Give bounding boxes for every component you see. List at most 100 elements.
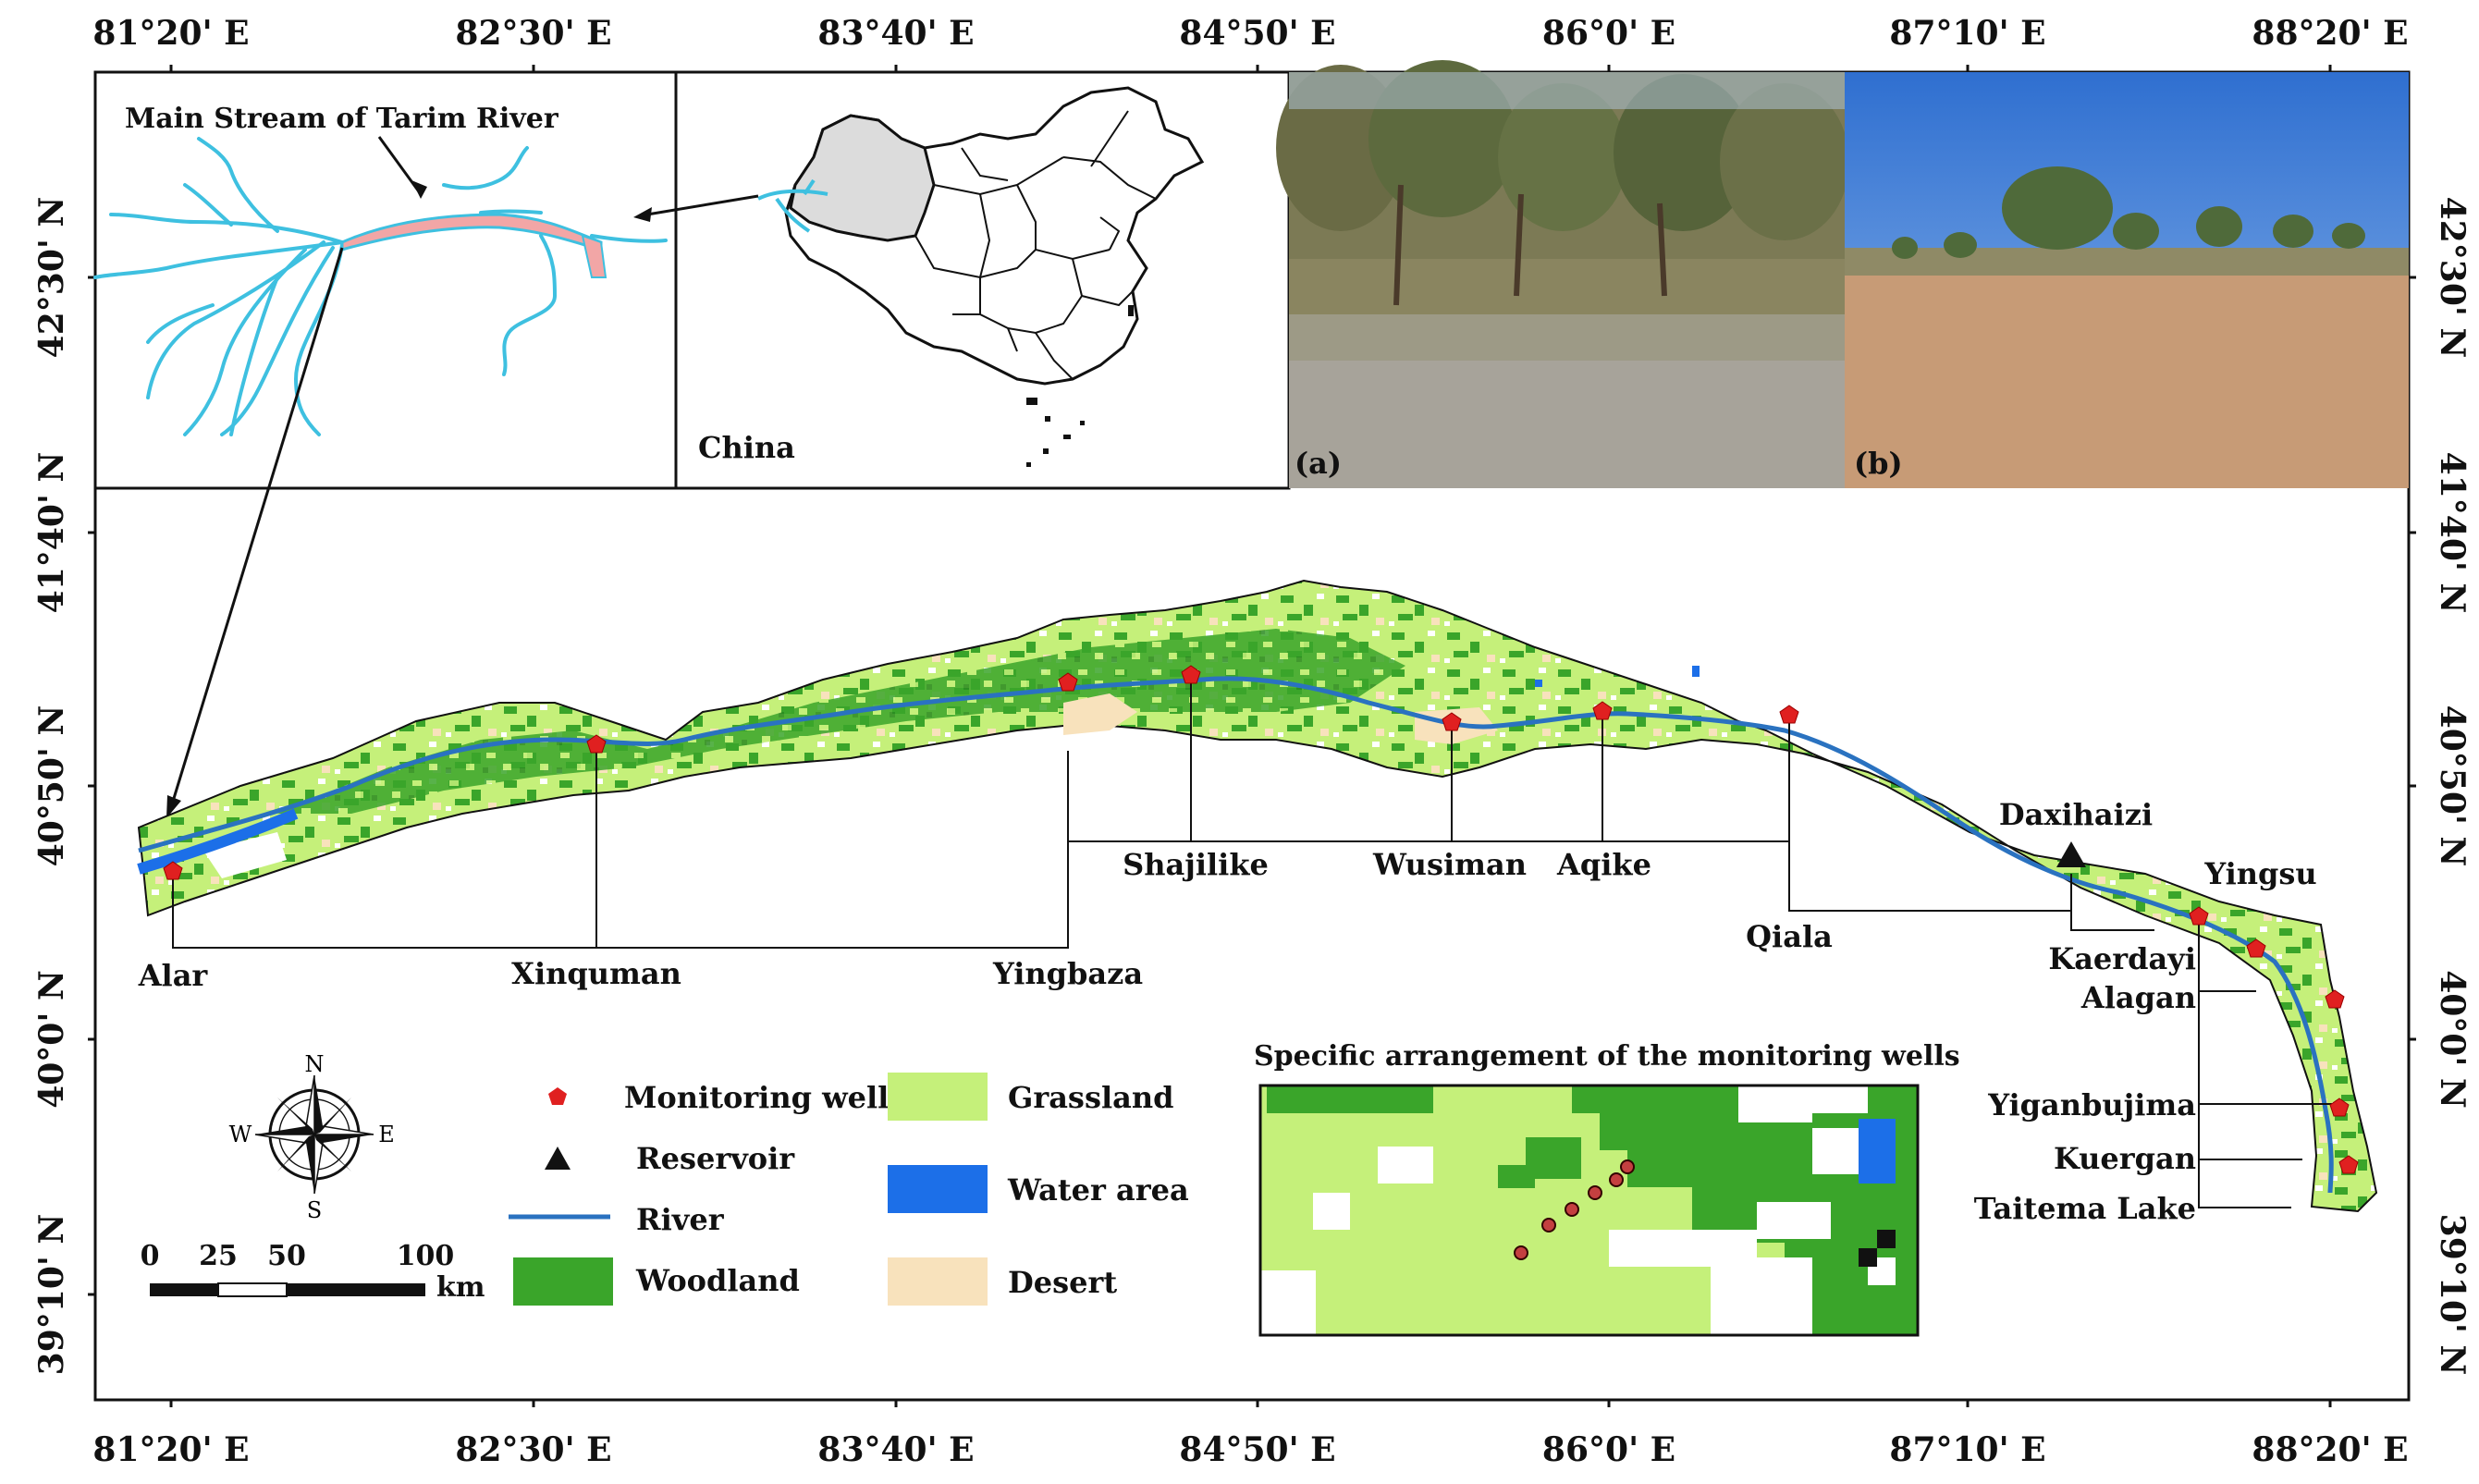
left-coordinate-labels: 42°30' N 41°40' N 40°50' N 40°0' N 39°10… (32, 197, 71, 1376)
right-lat-3: 40°50' N (2433, 705, 2472, 867)
well-aqike (1592, 701, 1613, 720)
legend-river: River (636, 1202, 725, 1237)
legend-reservoir-icon (545, 1147, 571, 1170)
legend-well-icon (548, 1087, 567, 1105)
photo-b: (b) (1845, 72, 2409, 488)
bottom-lon-7: 88°20' E (2252, 1430, 2408, 1469)
legend-desert-icon (888, 1257, 988, 1306)
site-qiala: Qiala (1746, 919, 1833, 954)
top-lon-5: 86°0' E (1542, 14, 1675, 53)
top-lon-3: 83°40' E (817, 14, 974, 53)
right-lat-2: 41°40' N (2433, 452, 2472, 614)
bottom-coordinate-labels: 81°20' E 82°30' E 83°40' E 84°50' E 86°0… (92, 1430, 2408, 1469)
right-coordinate-labels: 42°30' N 41°40' N 40°50' N 40°0' N 39°10… (2433, 197, 2472, 1376)
tarim-river-inset: Main Stream of Tarim River (93, 70, 678, 490)
legend-woodland-icon (513, 1257, 613, 1306)
detail-well-5 (1609, 1172, 1624, 1187)
compass-n: N (305, 1051, 325, 1077)
compass-s: S (307, 1197, 322, 1223)
scale-100: 100 (397, 1240, 455, 1272)
left-lat-5: 39°10' N (32, 1214, 71, 1376)
site-kuergan: Kuergan (2054, 1141, 2196, 1176)
scale-unit: km (436, 1271, 485, 1304)
legend: Monitoring well Reservoir River Woodland… (509, 1073, 1189, 1306)
site-yiganbujima: Yiganbujima (1987, 1087, 2196, 1122)
scale-bar: 0 25 50 100 km (141, 1240, 485, 1304)
detail-well-6 (1620, 1159, 1635, 1174)
well-yingbaza (1058, 672, 1078, 692)
station-leader-lines (172, 675, 2339, 1208)
well-detail-inset: Specific arrangement of the monitoring w… (1254, 1040, 1960, 1337)
well-wusiman (1442, 712, 1462, 731)
detail-well-4 (1588, 1185, 1602, 1200)
top-lon-7: 88°20' E (2252, 14, 2408, 53)
site-yingbaza: Yingbaza (992, 956, 1143, 991)
china-inset-label: China (698, 430, 795, 465)
site-taitema: Taitema Lake (1974, 1191, 2196, 1226)
left-lat-3: 40°50' N (32, 705, 71, 867)
legend-water-area: Water area (1007, 1172, 1189, 1208)
site-yingsu: Yingsu (2203, 856, 2316, 891)
scale-0: 0 (141, 1240, 160, 1272)
well-shajilike (1181, 665, 1201, 684)
bottom-lon-5: 86°0' E (1542, 1430, 1675, 1469)
legend-grassland-icon (888, 1073, 988, 1121)
site-aqike: Aqike (1556, 847, 1651, 882)
site-daxihaizi: Daxihaizi (1999, 797, 2153, 832)
top-lon-1: 81°20' E (92, 14, 249, 53)
tarim-inset-title: Main Stream of Tarim River (125, 103, 559, 135)
bottom-lon-1: 81°20' E (92, 1430, 249, 1469)
top-lon-2: 82°30' E (455, 14, 611, 53)
right-lat-4: 40°0' N (2433, 970, 2472, 1109)
well-alagan (2325, 989, 2345, 1009)
site-kaerdayi: Kaerdayi (2048, 941, 2196, 976)
top-lon-6: 87°10' E (1889, 14, 2045, 53)
legend-water-icon (888, 1165, 988, 1213)
compass-rose: N S E W (229, 1051, 395, 1223)
top-lon-4: 84°50' E (1179, 14, 1335, 53)
well-yingsu (2189, 906, 2209, 926)
station-labels: Alar Xinquman Yingbaza Shajilike Wusiman… (138, 797, 2317, 1226)
china-inset: China (633, 70, 1291, 490)
well-xinquman (586, 734, 607, 754)
legend-woodland: Woodland (635, 1263, 800, 1298)
reservoir-daxihaizi (2056, 841, 2086, 867)
top-coordinate-labels: 81°20' E 82°30' E 83°40' E 84°50' E 86°0… (92, 14, 2408, 53)
scale-50: 50 (267, 1240, 306, 1272)
site-xinquman: Xinquman (511, 956, 681, 991)
photo-a: (a) (1276, 60, 1849, 488)
photo-b-label: (b) (1854, 446, 1903, 481)
detail-well-1 (1514, 1245, 1528, 1260)
legend-grassland: Grassland (1008, 1080, 1173, 1115)
bottom-lon-2: 82°30' E (455, 1430, 611, 1469)
left-lat-4: 40°0' N (32, 970, 71, 1109)
photo-a-label: (a) (1295, 446, 1342, 481)
monitoring-wells (163, 665, 2359, 1174)
well-qiala (1779, 705, 1799, 724)
scale-25: 25 (199, 1240, 238, 1272)
well-alar (163, 861, 183, 880)
site-shajilike: Shajilike (1123, 847, 1269, 882)
left-lat-1: 42°30' N (32, 197, 71, 359)
legend-monitoring-well: Monitoring well (624, 1080, 889, 1115)
compass-e: E (378, 1122, 395, 1147)
right-lat-1: 42°30' N (2433, 197, 2472, 359)
well-kuergan (2338, 1155, 2359, 1174)
bottom-lon-6: 87°10' E (1889, 1430, 2045, 1469)
detail-inset-title: Specific arrangement of the monitoring w… (1254, 1040, 1960, 1073)
legend-desert: Desert (1008, 1265, 1117, 1300)
site-alagan: Alagan (2080, 980, 2196, 1015)
bottom-lon-4: 84°50' E (1179, 1430, 1335, 1469)
right-lat-5: 39°10' N (2433, 1214, 2472, 1376)
legend-reservoir: Reservoir (636, 1141, 795, 1176)
well-kaerdayi (2246, 938, 2266, 958)
bottom-lon-3: 83°40' E (817, 1430, 974, 1469)
compass-w: W (229, 1122, 252, 1147)
site-wusiman: Wusiman (1372, 847, 1527, 882)
well-yiganbujima (2329, 1098, 2350, 1117)
site-alar: Alar (138, 958, 209, 993)
detail-well-3 (1565, 1202, 1579, 1217)
left-lat-2: 41°40' N (32, 452, 71, 614)
detail-well-2 (1541, 1218, 1556, 1233)
